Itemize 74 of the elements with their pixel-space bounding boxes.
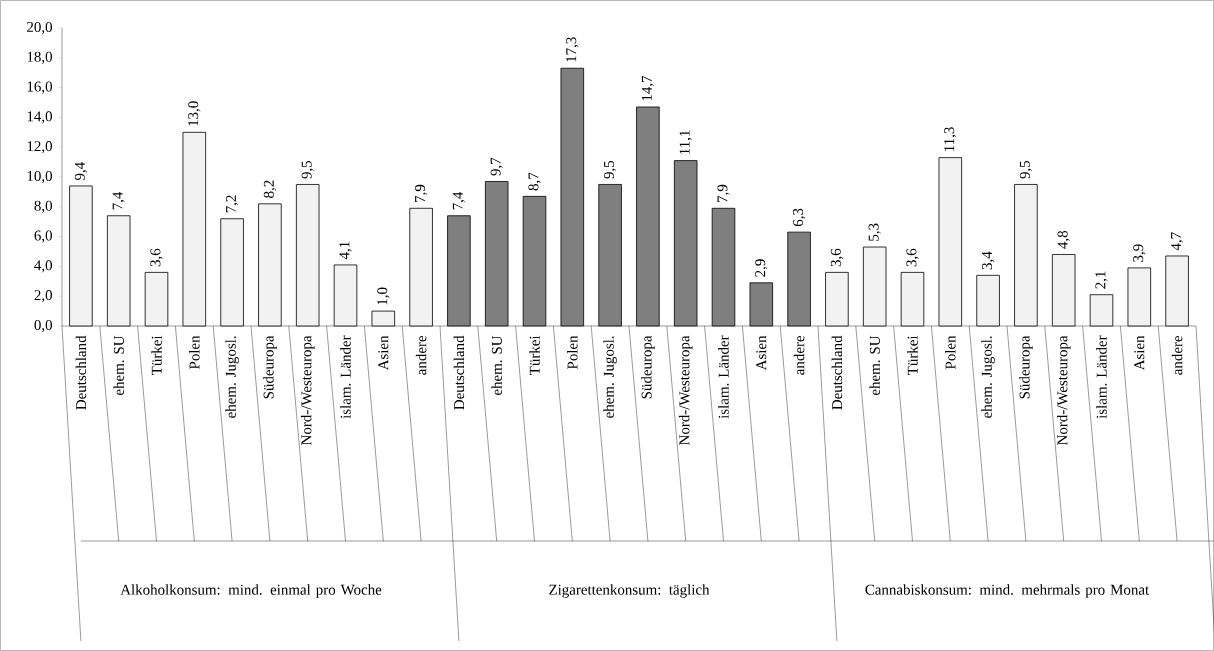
x-tick-label: Asien <box>1134 335 1145 371</box>
data-label: 5,3 <box>868 223 881 241</box>
y-tick-label: 12,0 <box>27 141 52 154</box>
data-label: 4,1 <box>339 241 352 260</box>
x-tick-label: islam. Länder <box>340 335 351 419</box>
data-label: 7,9 <box>415 184 428 202</box>
x-tick-label: Nord-/Westeuropa <box>300 335 315 445</box>
x-tick-label: Türkei <box>907 335 918 375</box>
x-tick-label: Türkei <box>151 335 162 375</box>
x-tick-label: andere <box>793 335 805 375</box>
y-tick-label: 4,0 <box>34 260 52 273</box>
text: Alkoholkonsum: mind. einmal pro Woche <box>120 584 382 598</box>
data-label: 9,5 <box>604 160 617 179</box>
x-tick-label: andere <box>1171 335 1183 375</box>
x-tick-label: ehem. Jugosl. <box>603 336 617 418</box>
data-label: 9,7 <box>490 157 503 176</box>
x-tick-label: Deutschland <box>831 335 843 410</box>
y-tick-label: 0,0 <box>34 319 52 333</box>
y-tick-label: 10,0 <box>27 170 52 184</box>
x-tick-label: islam. Länder <box>718 335 729 419</box>
data-label: 9,5 <box>301 160 314 179</box>
x-tick-label: Asien <box>756 335 767 371</box>
x-tick-label: Deutschland <box>75 335 87 410</box>
data-label: 11,3 <box>944 127 957 151</box>
data-label: 9,4 <box>74 162 87 181</box>
data-label: 2,9 <box>755 259 768 277</box>
data-label: 14,7 <box>641 75 654 101</box>
data-label: 6,3 <box>793 208 806 227</box>
data-label: 9,5 <box>1019 160 1032 179</box>
data-label: 3,9 <box>1133 244 1146 262</box>
x-tick-label: Polen <box>567 335 578 370</box>
x-tick-label: Nord-/Westeuropa <box>678 335 693 445</box>
data-label: 7,9 <box>717 184 730 202</box>
y-tick-label: 6,0 <box>34 230 52 243</box>
y-tick-label: 16,0 <box>27 81 52 94</box>
data-label: 3,6 <box>906 248 919 267</box>
x-tick-label: andere <box>415 335 427 375</box>
data-label: 4,8 <box>1057 230 1070 249</box>
x-tick-label: Polen <box>945 335 956 370</box>
y-tick-label: 20,0 <box>27 21 52 35</box>
x-tick-label: Türkei <box>529 335 540 375</box>
data-label: 1,0 <box>377 287 390 305</box>
data-label: 7,2 <box>226 195 239 213</box>
y-tick-label: 14,0 <box>27 111 52 124</box>
data-label: 8,7 <box>528 172 541 191</box>
data-label: 4,7 <box>1171 232 1184 251</box>
data-label: 7,4 <box>452 191 465 210</box>
x-tick-label: ehem. Jugosl. <box>981 336 995 418</box>
data-label: 7,4 <box>112 191 125 210</box>
x-tick-label: Deutschland <box>453 335 465 410</box>
data-label: 13,0 <box>188 101 201 126</box>
y-tick-label: 8,0 <box>34 200 52 213</box>
x-tick-label: ehem. SU <box>113 335 124 396</box>
x-tick-label: Südeuropa <box>641 335 655 399</box>
data-label: 3,6 <box>830 248 843 267</box>
data-label: 3,6 <box>150 248 163 267</box>
data-label: 8,2 <box>263 180 277 198</box>
x-tick-label: Südeuropa <box>263 335 277 399</box>
y-tick-label: 18,0 <box>27 51 52 64</box>
data-label: 11,1 <box>679 130 692 154</box>
text: Zigarettenkonsum: täglich <box>549 584 710 598</box>
y-tick-label: 2,0 <box>34 290 52 303</box>
x-tick-label: Südeuropa <box>1019 335 1033 399</box>
x-tick-label: Nord-/Westeuropa <box>1056 335 1071 445</box>
x-tick-label: islam. Länder <box>1096 335 1107 419</box>
x-tick-label: Polen <box>189 335 200 370</box>
x-tick-label: ehem. Jugosl. <box>225 336 239 418</box>
data-label: 3,4 <box>982 251 995 270</box>
x-tick-label: Asien <box>378 335 389 371</box>
text: Cannabiskonsum: mind. mehrmals pro Monat <box>865 584 1150 598</box>
x-tick-label: ehem. SU <box>491 335 502 396</box>
data-label: 17,3 <box>566 37 579 62</box>
data-label: 2,1 <box>1095 271 1108 289</box>
x-tick-label: ehem. SU <box>869 335 880 396</box>
